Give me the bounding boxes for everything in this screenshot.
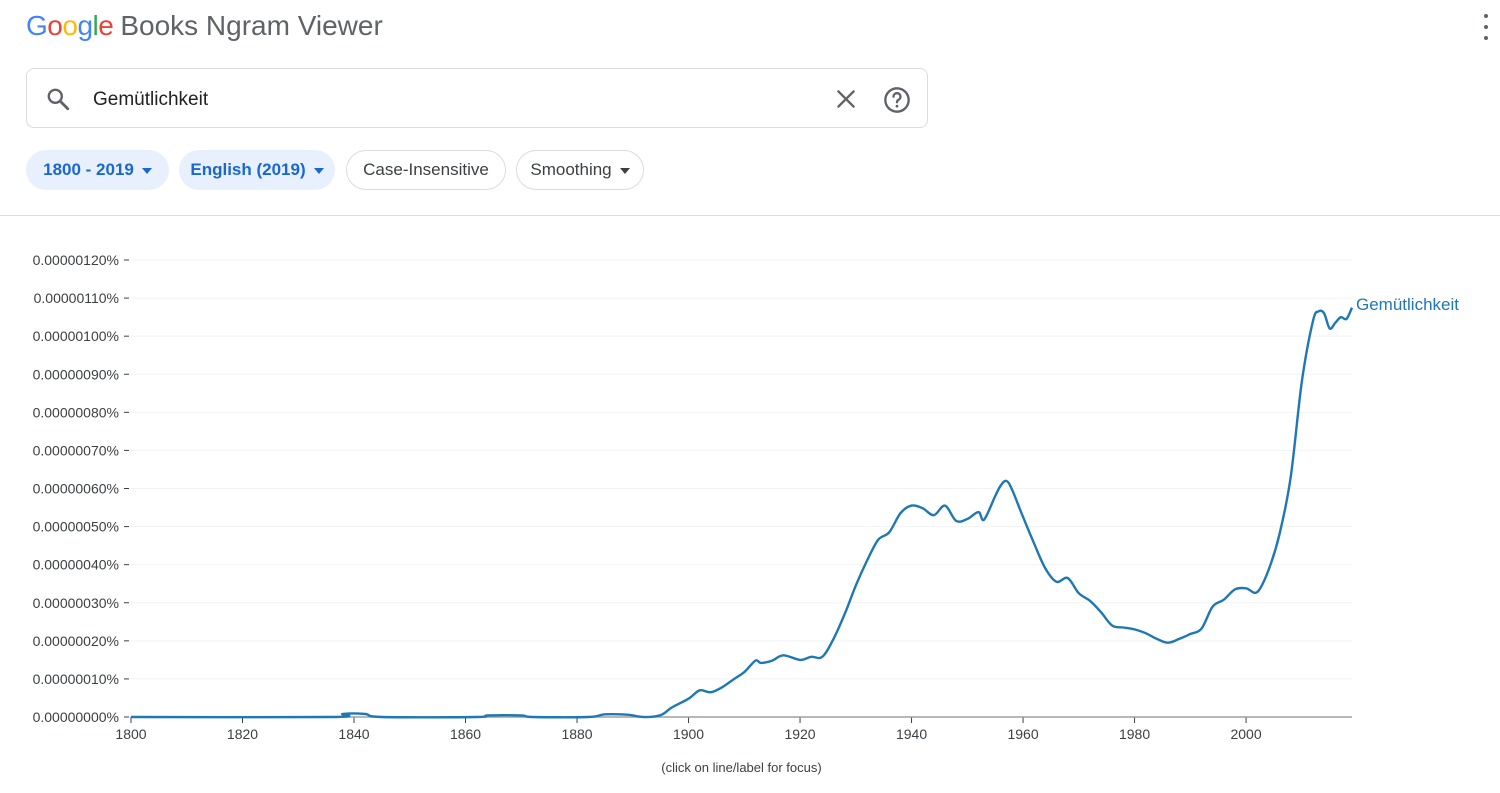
y-tick-label: 0.00000020% xyxy=(33,633,119,649)
case-insensitive-toggle[interactable]: Case-Insensitive xyxy=(346,150,506,190)
smoothing-dropdown[interactable]: Smoothing xyxy=(516,150,644,190)
y-tick-label: 0.00000090% xyxy=(33,366,119,382)
year-range-label: 1800 - 2019 xyxy=(43,160,134,179)
header-divider xyxy=(0,215,1500,216)
google-logo: Google xyxy=(26,10,114,42)
series-label[interactable]: Gemütlichkeit xyxy=(1356,295,1459,314)
x-tick-label: 1980 xyxy=(1119,726,1150,742)
help-icon[interactable] xyxy=(883,86,911,114)
year-range-dropdown[interactable]: 1800 - 2019 xyxy=(26,150,169,190)
y-tick-label: 0.00000120% xyxy=(33,252,119,268)
y-tick-label: 0.00000100% xyxy=(33,328,119,344)
case-insensitive-label: Case-Insensitive xyxy=(363,160,489,179)
caret-down-icon xyxy=(141,167,152,174)
x-tick-label: 1860 xyxy=(450,726,481,742)
x-tick-label: 1960 xyxy=(1007,726,1038,742)
chart-hint: (click on line/label for focus) xyxy=(661,760,822,775)
corpus-dropdown[interactable]: English (2019) xyxy=(179,150,335,190)
app-logo[interactable]: Google Books Ngram Viewer xyxy=(26,6,383,46)
caret-down-icon xyxy=(313,167,324,174)
logo-letter: e xyxy=(98,10,114,41)
logo-letter: l xyxy=(92,10,99,41)
x-tick-label: 1920 xyxy=(784,726,815,742)
y-tick-label: 0.00000040% xyxy=(33,557,119,573)
logo-letter: o xyxy=(47,10,63,41)
more-vert-icon[interactable] xyxy=(1476,14,1496,40)
x-tick-label: 1900 xyxy=(673,726,704,742)
app-title: Books Ngram Viewer xyxy=(120,10,383,41)
caret-down-icon xyxy=(619,167,630,174)
y-tick-label: 0.00000030% xyxy=(33,595,119,611)
x-tick-label: 1880 xyxy=(561,726,592,742)
search-icon xyxy=(47,88,70,111)
x-tick-label: 1820 xyxy=(227,726,258,742)
y-tick-label: 0.00000110% xyxy=(34,290,119,306)
y-tick-label: 0.00000070% xyxy=(33,442,119,458)
y-tick-label: 0.00000060% xyxy=(33,481,119,497)
series-line-gemutlichkeit[interactable] xyxy=(130,307,1354,719)
y-tick-label: 0.00000050% xyxy=(33,519,119,535)
x-tick-label: 1800 xyxy=(115,726,146,742)
logo-letter: g xyxy=(77,10,93,41)
logo-letter: o xyxy=(62,10,78,41)
close-icon[interactable] xyxy=(833,86,859,112)
ngram-chart[interactable]: 0.00000120% 0.00000110% 0.00000100% 0.00000… xyxy=(0,230,1500,755)
logo-letter: G xyxy=(26,10,48,41)
x-tick-label: 1840 xyxy=(338,726,369,742)
smoothing-label: Smoothing xyxy=(530,160,612,179)
corpus-label: English (2019) xyxy=(190,160,306,179)
search-box[interactable] xyxy=(26,68,928,128)
y-tick-label: 0.00000080% xyxy=(33,404,119,420)
y-tick-label: 0.00000000% xyxy=(33,709,119,725)
y-tick-label: 0.00000010% xyxy=(33,671,119,687)
x-tick-label: 1940 xyxy=(896,726,927,742)
x-tick-label: 2000 xyxy=(1230,726,1261,742)
search-input[interactable] xyxy=(91,83,815,117)
